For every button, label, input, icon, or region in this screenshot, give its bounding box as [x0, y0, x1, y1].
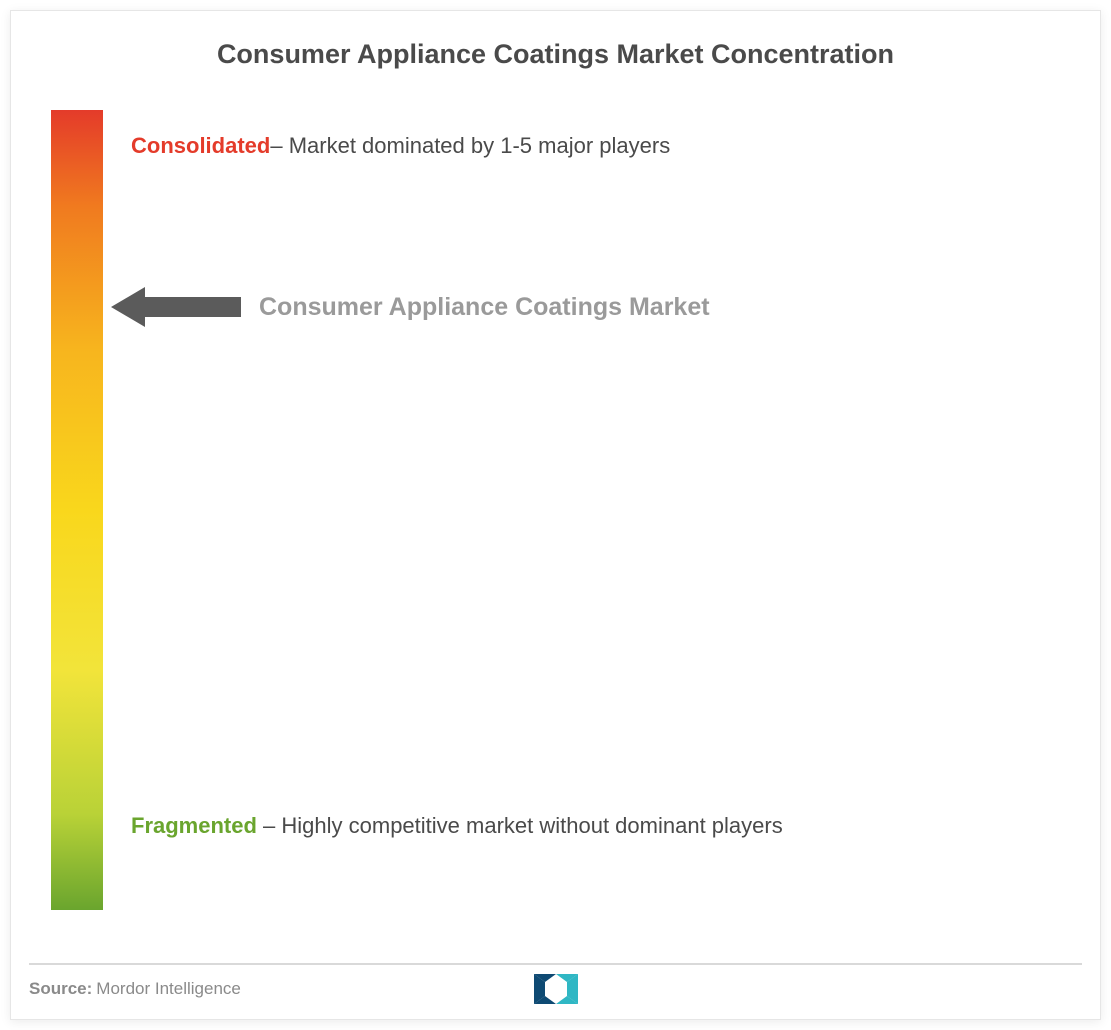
- concentration-card: Consumer Appliance Coatings Market Conce…: [10, 10, 1101, 1020]
- consolidated-highlight: Consolidated: [131, 133, 270, 158]
- market-marker: Consumer Appliance Coatings Market: [111, 285, 710, 329]
- fragmented-rest: – Highly competitive market without domi…: [257, 813, 783, 838]
- concentration-gradient-bar: [51, 110, 103, 910]
- consolidated-label: Consolidated– Market dominated by 1-5 ma…: [131, 120, 670, 173]
- mordor-logo-icon: [534, 974, 578, 1004]
- arrow-left-icon: [111, 285, 241, 329]
- market-marker-label: Consumer Appliance Coatings Market: [259, 293, 710, 322]
- logo-left-icon: [534, 974, 556, 1004]
- logo-right-icon: [556, 974, 578, 1004]
- fragmented-label: Fragmented – Highly competitive market w…: [131, 800, 783, 853]
- chart-content: Consolidated– Market dominated by 1-5 ma…: [11, 100, 1100, 920]
- chart-title: Consumer Appliance Coatings Market Conce…: [11, 11, 1100, 70]
- source-label: Source:: [29, 979, 92, 999]
- footer: Source: Mordor Intelligence: [29, 963, 1082, 999]
- consolidated-rest: – Market dominated by 1-5 major players: [270, 133, 670, 158]
- fragmented-highlight: Fragmented: [131, 813, 257, 838]
- source-name: Mordor Intelligence: [96, 979, 241, 999]
